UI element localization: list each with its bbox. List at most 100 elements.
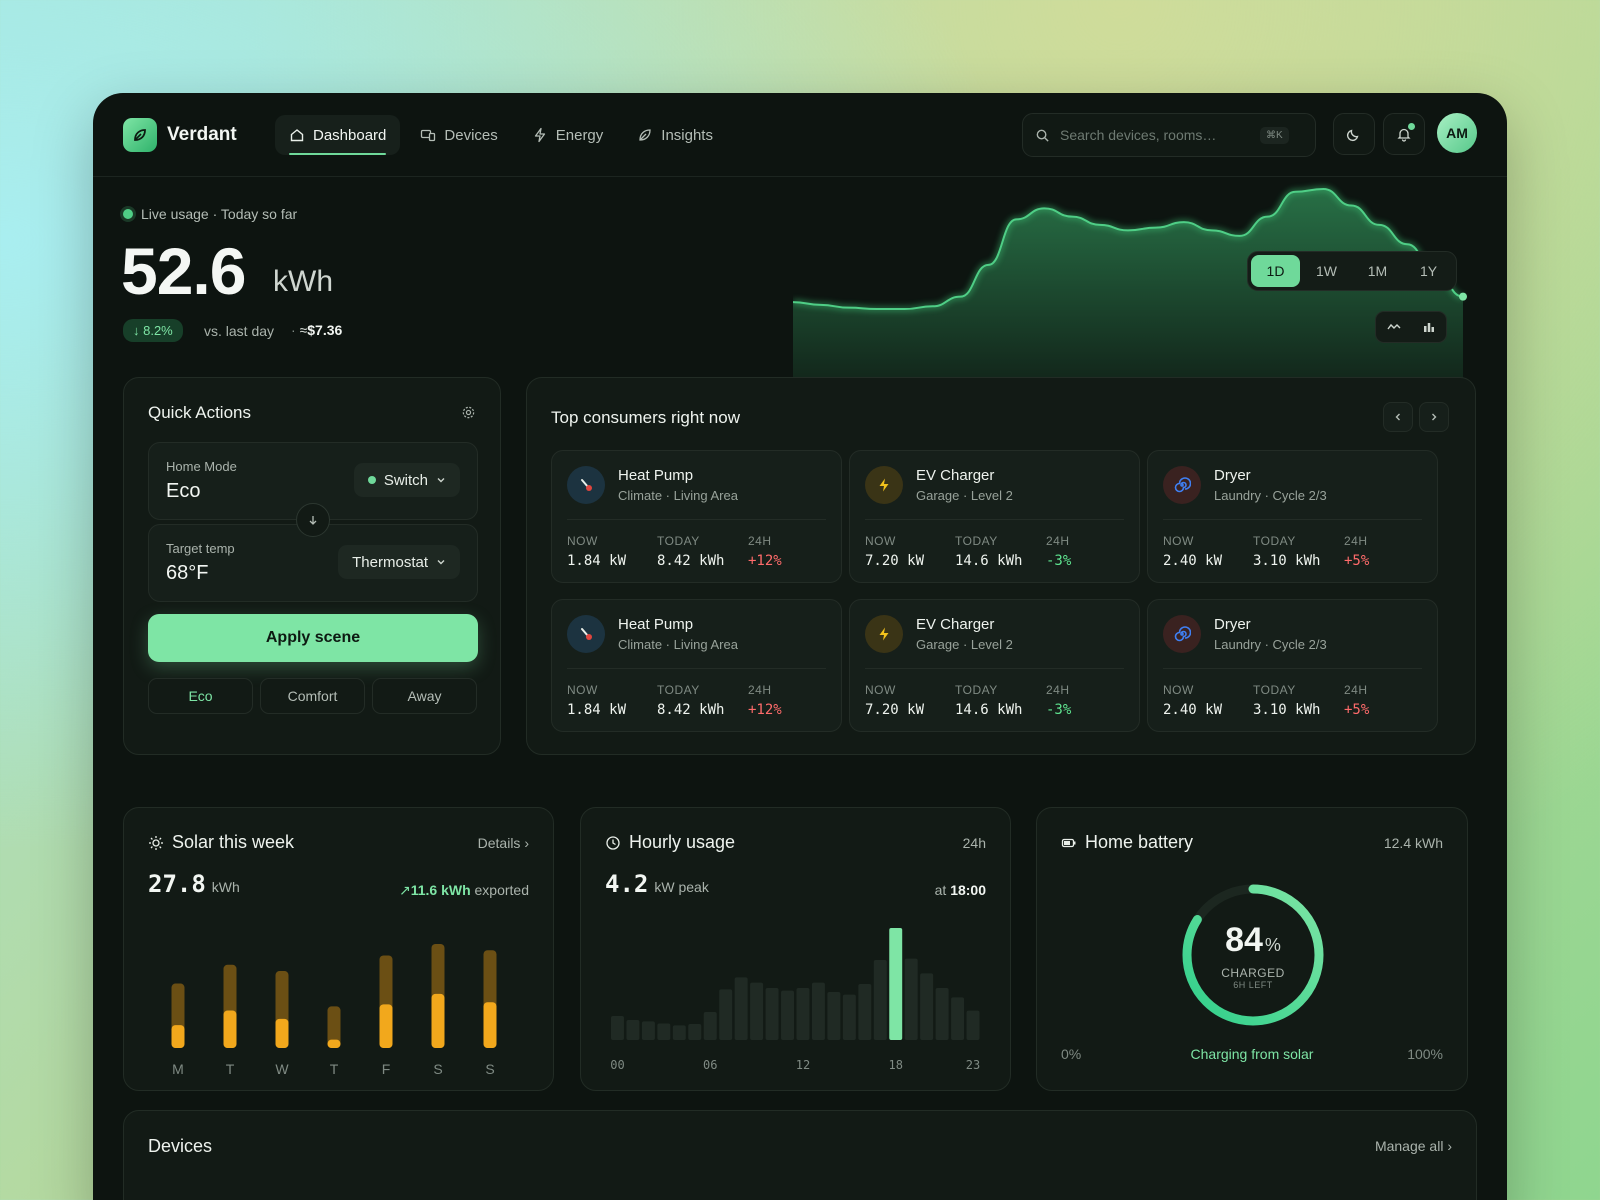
hour-bar — [904, 958, 918, 1040]
range-1w[interactable]: 1W — [1316, 263, 1337, 279]
solar-total-bar — [327, 1006, 341, 1048]
notifications-button[interactable] — [1383, 113, 1425, 155]
usage-unit: kWh — [273, 265, 333, 298]
clock-icon — [606, 835, 620, 850]
nav-devices[interactable]: Devices — [406, 115, 511, 155]
home-mode-switch[interactable]: Switch — [353, 463, 460, 497]
logo[interactable] — [123, 118, 157, 152]
range-1m[interactable]: 1M — [1367, 263, 1388, 279]
scene-comfort[interactable]: Comfort — [260, 678, 365, 714]
consumer-today-stat: TODAY 8.42 kWh — [657, 683, 724, 718]
home-mode-value: Eco — [166, 480, 201, 502]
hour-bar — [796, 988, 810, 1040]
hour-bar — [858, 984, 872, 1040]
consumer-card[interactable]: EV Charger Garage · Level 2 NOW 7.20 kW TODA… — [849, 450, 1140, 583]
live-indicator-dot — [123, 209, 133, 219]
thermostat-select[interactable]: Thermostat — [338, 545, 460, 579]
hour-bar — [951, 997, 965, 1040]
stat-label: NOW — [567, 534, 598, 548]
chevron-right-icon — [1432, 413, 1437, 421]
hour-bar — [688, 1024, 702, 1040]
hour-bar — [842, 994, 856, 1040]
consumer-today-stat: TODAY 14.6 kWh — [955, 534, 1022, 569]
stat-label: NOW — [865, 683, 896, 697]
hour-bar — [765, 988, 779, 1040]
nav-energy[interactable]: Energy — [518, 115, 618, 155]
stat-label: TODAY — [1253, 683, 1296, 697]
stat-label: 24H — [748, 534, 772, 548]
line-chart-button[interactable] — [1376, 312, 1411, 342]
scene-away[interactable]: Away — [372, 678, 477, 714]
settings-gear-icon[interactable] — [461, 405, 476, 420]
divider — [1163, 519, 1422, 520]
stat-value: 14.6 kWh — [955, 702, 1023, 718]
time-range-selector: 1D 1W 1M 1Y — [1247, 251, 1457, 291]
consumer-name: EV Charger — [916, 467, 995, 484]
range-1d[interactable]: 1D — [1251, 255, 1300, 287]
next-button[interactable] — [1419, 402, 1449, 432]
bell-icon — [1397, 128, 1411, 142]
search-icon — [1036, 129, 1049, 142]
scene-eco[interactable]: Eco — [148, 678, 253, 714]
consumer-card[interactable]: Heat Pump Climate · Living Area NOW 1.84 kW… — [551, 450, 842, 583]
prev-button[interactable] — [1383, 402, 1413, 432]
moon-icon — [1346, 129, 1359, 142]
consumer-name: EV Charger — [916, 616, 995, 633]
solar-details-link[interactable]: Details › — [478, 835, 529, 851]
hour-bar — [719, 989, 733, 1040]
consumer-name: Heat Pump — [618, 467, 694, 484]
consumer-name: Heat Pump — [618, 616, 694, 633]
consumer-name: Dryer — [1214, 467, 1251, 484]
stat-label: TODAY — [955, 683, 998, 697]
hour-tick-label: 06 — [703, 1058, 717, 1072]
consumer-card[interactable]: Dryer Laundry · Cycle 2/3 NOW 2.40 kW TODAY 3… — [1147, 450, 1438, 583]
consumer-card[interactable]: Dryer Laundry · Cycle 2/3 NOW 2.40 kW TODAY 3… — [1147, 599, 1438, 732]
quick-actions-title: Quick Actions — [148, 403, 251, 422]
nav-insights[interactable]: Insights — [623, 115, 727, 155]
nav-insights-label: Insights — [661, 126, 713, 144]
apply-scene-button[interactable]: Apply scene — [148, 614, 478, 662]
stat-label: 24H — [1046, 534, 1070, 548]
consumer-card[interactable]: EV Charger Garage · Level 2 NOW 7.20 kW TODA… — [849, 599, 1140, 732]
hourly-peak-value: 4.2 — [605, 870, 649, 898]
divider — [865, 519, 1124, 520]
avatar[interactable]: AM — [1437, 113, 1477, 153]
hour-bar — [920, 973, 934, 1040]
quick-actions-card: Quick Actions Home Mode Eco Switch Targe… — [123, 377, 501, 755]
thermometer-icon — [567, 615, 605, 653]
hour-bar — [966, 1010, 980, 1040]
top-consumers-card: Top consumers right now Heat Pump Climate… — [526, 377, 1476, 755]
hourly-peak: 4.2 kW peak — [605, 870, 709, 898]
hour-bar — [811, 982, 825, 1040]
stat-label: TODAY — [657, 534, 700, 548]
hour-bar — [873, 960, 887, 1040]
search-input[interactable] — [1060, 127, 1260, 143]
nav-dashboard[interactable]: Dashboard — [275, 115, 401, 155]
target-temp-label: Target temp — [166, 541, 235, 556]
battery-gauge — [1182, 884, 1324, 1026]
hourly-title: Hourly usage — [605, 832, 735, 853]
hourly-peak-time: at 18:00 — [935, 882, 986, 898]
manage-all-link[interactable]: Manage all › — [1375, 1138, 1452, 1154]
bar-chart-button[interactable] — [1411, 312, 1446, 342]
hourly-title-text: Hourly usage — [629, 832, 736, 852]
stat-label: 24H — [1046, 683, 1070, 697]
consumer-card[interactable]: Heat Pump Climate · Living Area NOW 1.84 kW… — [551, 599, 842, 732]
stat-label: NOW — [1163, 683, 1194, 697]
consumer-location: Climate · Living Area — [618, 488, 738, 503]
consumer-now-stat: NOW 7.20 kW — [865, 534, 924, 569]
app-window: Verdant Dashboard Devices Energy Insight… — [93, 93, 1507, 1200]
theme-toggle-button[interactable] — [1333, 113, 1375, 155]
arrow-up-right-icon: ↗ — [398, 882, 411, 898]
search-box: ⌘K — [1022, 113, 1316, 157]
swap-button[interactable] — [296, 503, 330, 537]
stat-value: 8.42 kWh — [657, 553, 725, 569]
stat-label: NOW — [865, 534, 896, 548]
bolt-icon — [534, 127, 545, 143]
consumer-now-stat: NOW 1.84 kW — [567, 683, 626, 718]
stat-label: 24H — [1344, 534, 1368, 548]
range-1y[interactable]: 1Y — [1419, 263, 1438, 279]
line-chart-icon — [1386, 323, 1400, 330]
cost-estimate: · ≈$7.36 — [291, 322, 343, 338]
stat-value: 3.10 kWh — [1253, 553, 1321, 569]
